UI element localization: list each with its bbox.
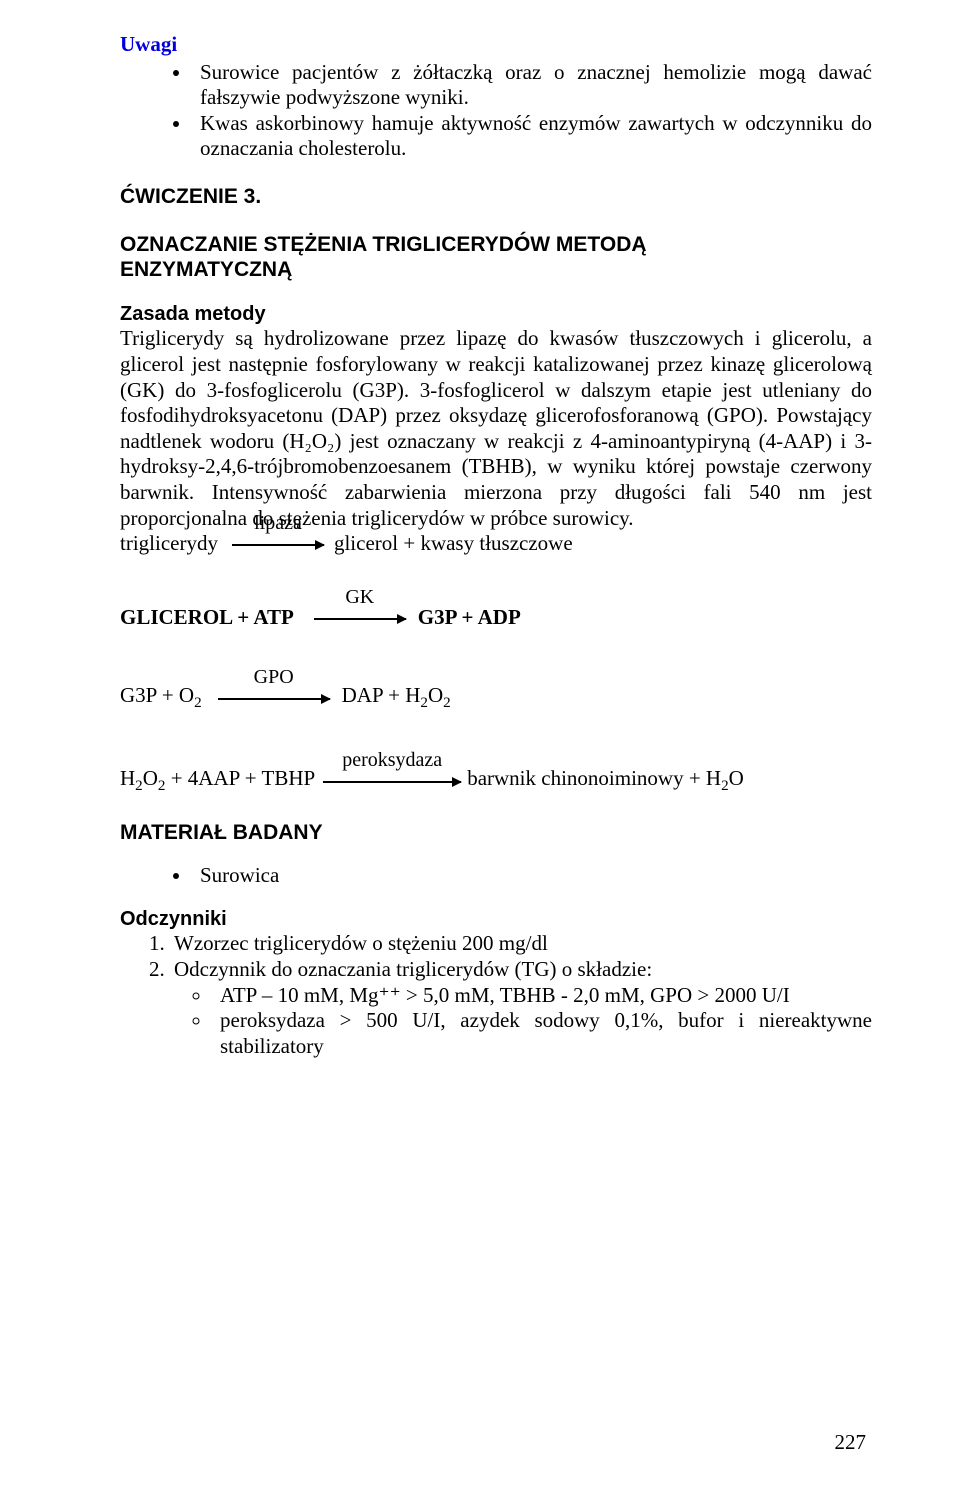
txt: O (428, 683, 443, 707)
reaction-label: GPO (218, 665, 330, 689)
reaction-right: barwnik chinonoiminowy + H2O (467, 766, 744, 796)
title-line2: ENZYMATYCZNĄ (120, 258, 292, 281)
txt: DAP + H (342, 683, 421, 707)
sub: 2 (135, 778, 143, 794)
sub: 2 (443, 695, 451, 711)
odcz-item: Wzorzec triglicerydów o stężeniu 200 mg/… (170, 931, 872, 957)
sub: 2 (420, 695, 428, 711)
title-line1: OZNACZANIE STĘŻENIA TRIGLICERYDÓW METODĄ (120, 233, 647, 256)
reaction-left: G3P + O2 (120, 683, 202, 713)
uwagi-heading: Uwagi (120, 32, 872, 58)
arrow-icon (323, 781, 461, 783)
odcz-inner-item: peroksydaza > 500 U/I, azydek sodowy 0,1… (212, 1008, 872, 1059)
reaction-3: G3P + O2 GPO DAP + H2O2 (120, 683, 872, 713)
txt: + 4AAP + TBHP (165, 766, 315, 790)
txt: barwnik chinonoiminowy + H (467, 766, 721, 790)
reaction-arrow-group: GPO (218, 685, 330, 711)
odcz-item-text: Odczynnik do oznaczania triglicerydów (T… (174, 957, 652, 981)
reaction-arrow-group: peroksydaza (323, 768, 461, 794)
sub: 2 (721, 778, 729, 794)
reaction-label: GK (314, 585, 406, 609)
uwagi-item: Surowice pacjentów z żółtaczką oraz o zn… (192, 60, 872, 111)
txt: H (120, 766, 135, 790)
reaction-arrow-group: GK (314, 605, 406, 631)
zasada-heading: Zasada metody (120, 302, 872, 326)
odczynniki-heading: Odczynniki (120, 907, 872, 931)
arrow-icon (232, 544, 324, 546)
txt: G3P + O (120, 683, 194, 707)
txt: O (143, 766, 158, 790)
odcz-inner-list: ATP – 10 mM, Mg⁺⁺ > 5,0 mM, TBHB - 2,0 m… (174, 983, 872, 1060)
section-title: OZNACZANIE STĘŻENIA TRIGLICERYDÓW METODĄ… (120, 232, 872, 282)
reaction-right: glicerol + kwasy tłuszczowe (334, 531, 573, 557)
page-number: 227 (835, 1430, 867, 1456)
zasada-paragraph: Triglicerydy są hydrolizowane przez lipa… (120, 326, 872, 531)
odcz-inner-item: ATP – 10 mM, Mg⁺⁺ > 5,0 mM, TBHB - 2,0 m… (212, 983, 872, 1009)
reaction-right: DAP + H2O2 (342, 683, 451, 713)
reaction-arrow-group: lipaza (232, 531, 324, 557)
txt: O (729, 766, 744, 790)
reaction-right: G3P + ADP (418, 605, 521, 631)
reaction-left: triglicerydy (120, 531, 218, 557)
reaction-left: GLICEROL + ATP (120, 605, 294, 631)
reaction-label: lipaza (232, 511, 324, 535)
material-heading: MATERIAŁ BADANY (120, 820, 872, 846)
arrow-icon (314, 618, 406, 620)
cwiczenie-heading: ĆWICZENIE 3. (120, 184, 872, 210)
reaction-1: triglicerydy lipaza glicerol + kwasy tłu… (120, 531, 872, 557)
uwagi-list: Surowice pacjentów z żółtaczką oraz o zn… (120, 60, 872, 162)
reaction-2: GLICEROL + ATP GK G3P + ADP (120, 605, 872, 631)
material-list: Surowica (120, 863, 872, 889)
odczynniki-list: Wzorzec triglicerydów o stężeniu 200 mg/… (120, 931, 872, 1059)
sub: 2 (194, 695, 202, 711)
arrow-icon (218, 698, 330, 700)
reaction-label: peroksydaza (323, 748, 461, 772)
odcz-item: Odczynnik do oznaczania triglicerydów (T… (170, 957, 872, 1059)
reaction-left: H2O2 + 4AAP + TBHP (120, 766, 315, 796)
uwagi-item: Kwas askorbinowy hamuje aktywność enzymó… (192, 111, 872, 162)
reaction-4: H2O2 + 4AAP + TBHP peroksydaza barwnik c… (120, 766, 872, 796)
material-item: Surowica (192, 863, 872, 889)
